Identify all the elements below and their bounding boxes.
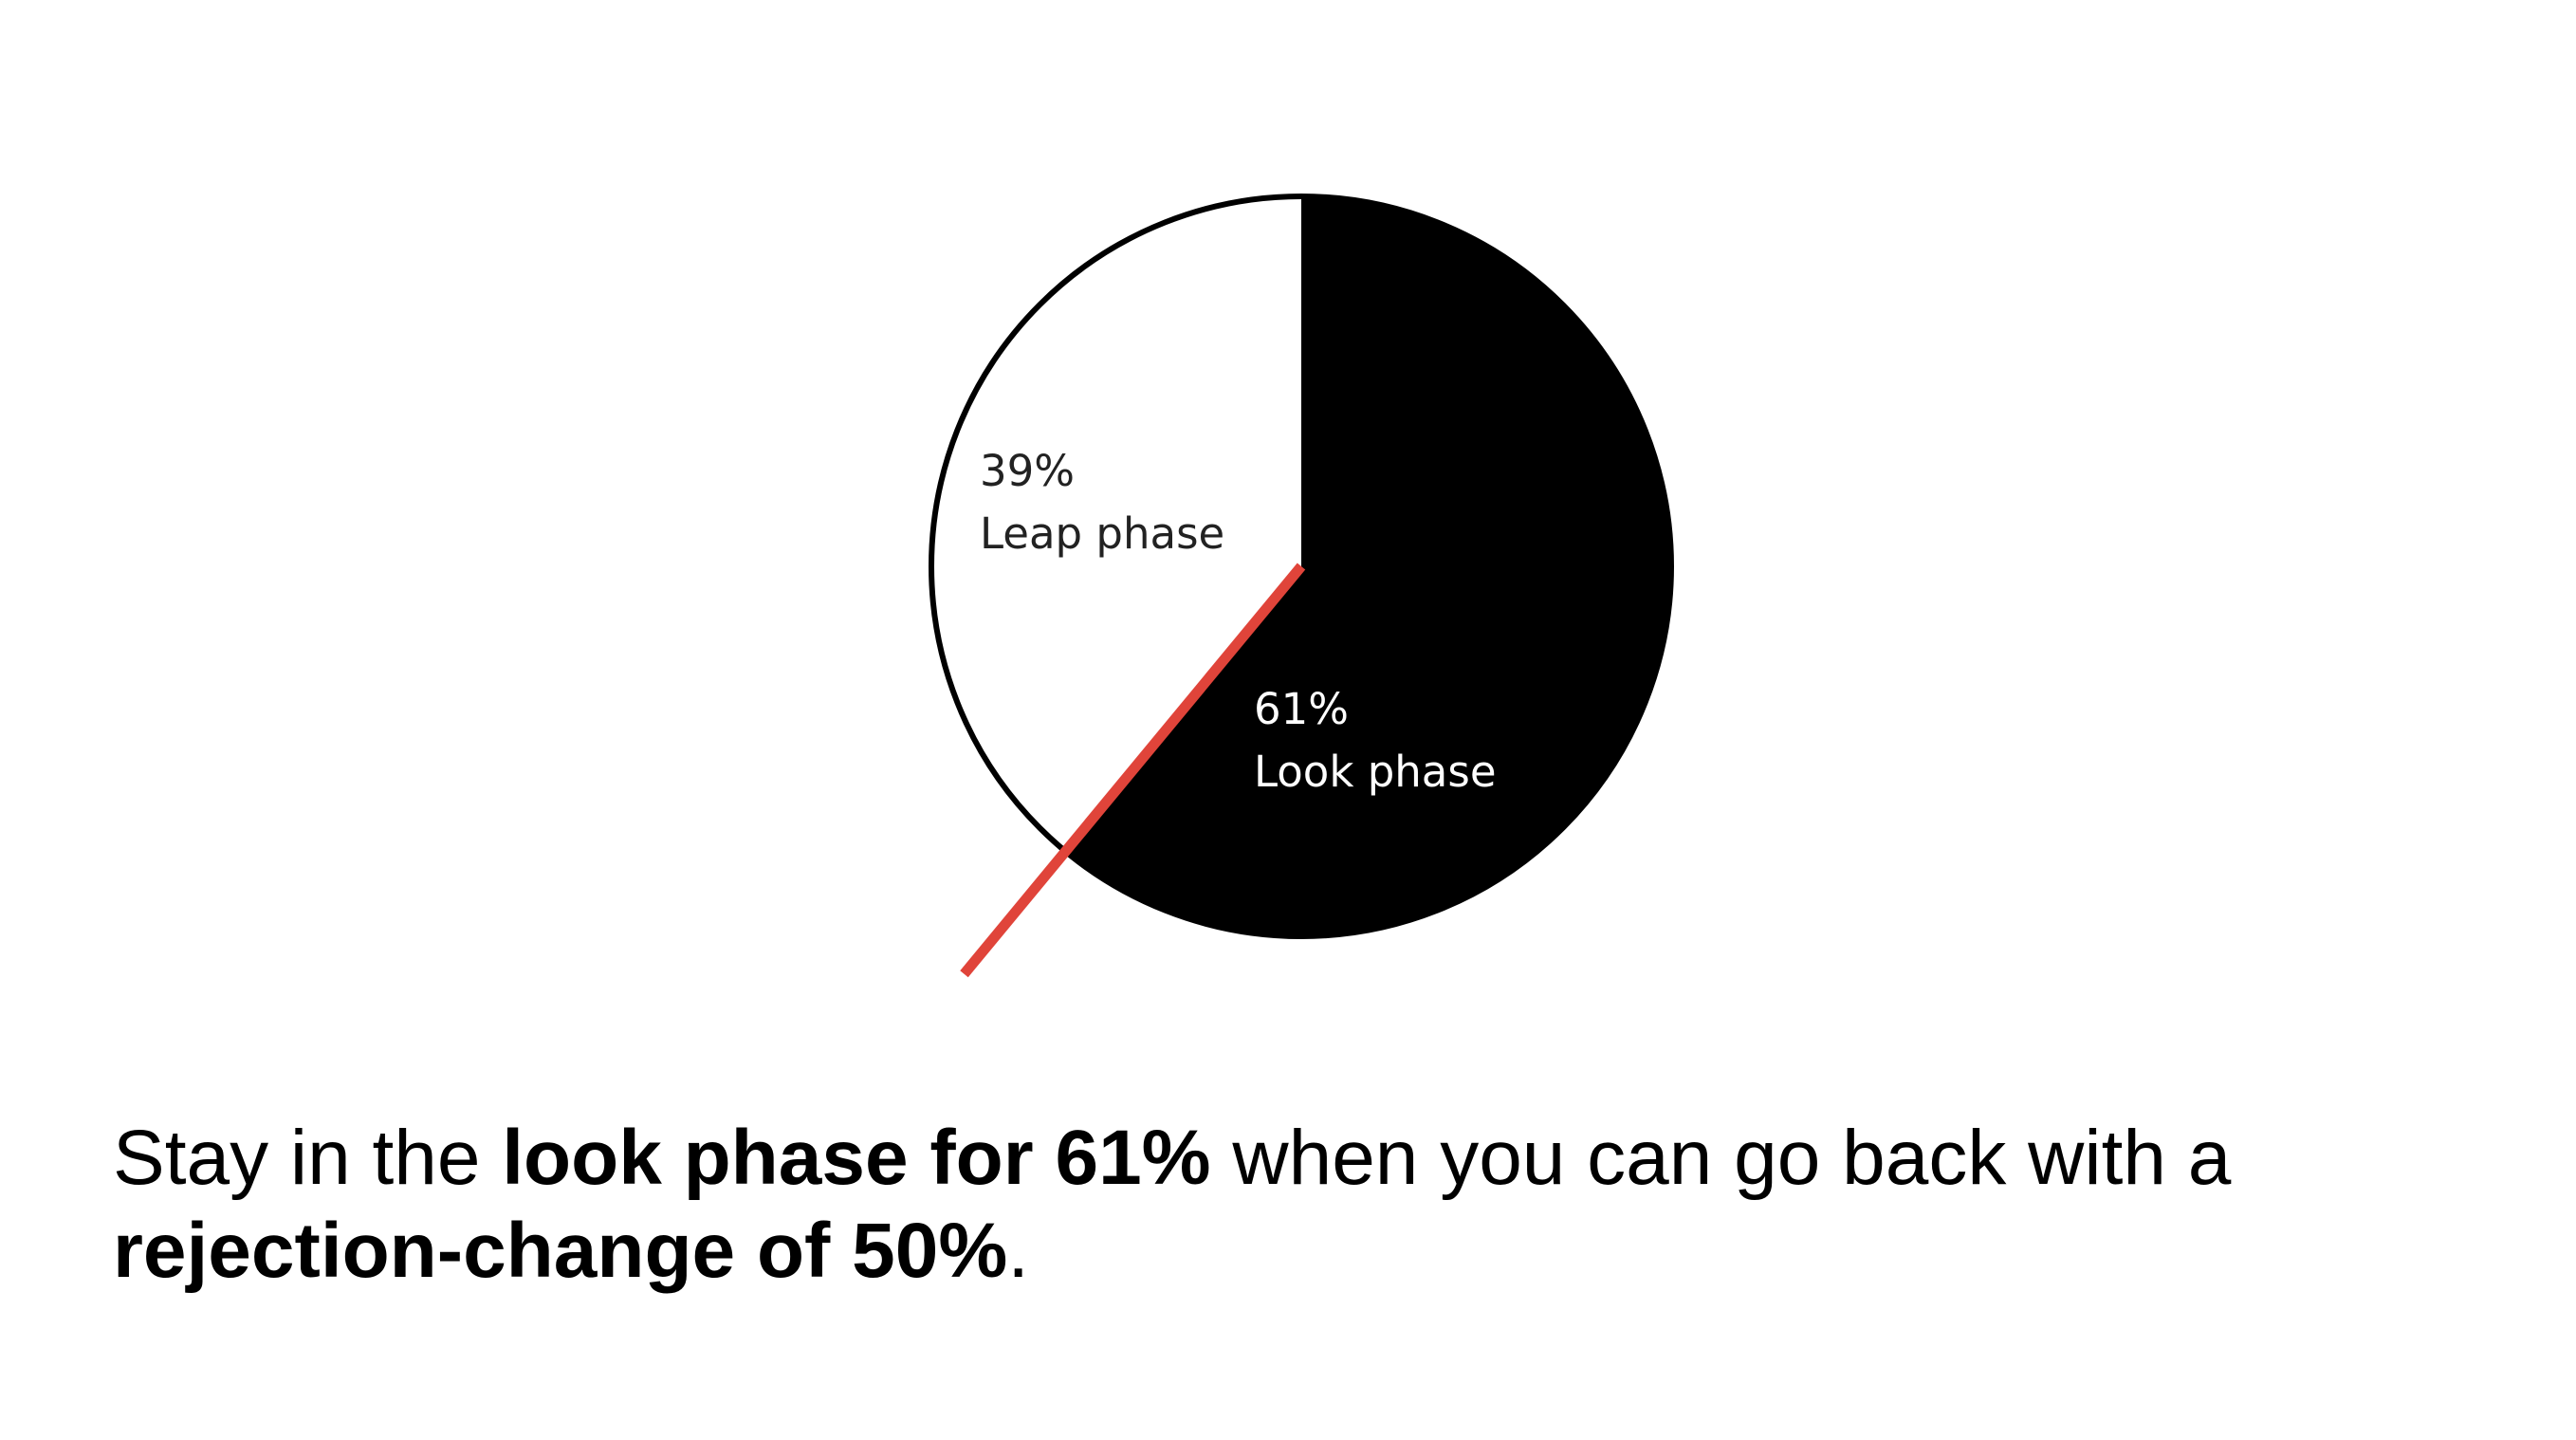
pie-outline: [929, 194, 1674, 939]
boundary-marker-line: [960, 563, 1306, 978]
caption-text-2: when you can go back with a: [1210, 1115, 2232, 1201]
pie-labels: 61% Look phase 39% Leap phase: [980, 446, 1497, 797]
slice-name-label: Leap phase: [980, 508, 1224, 559]
caption: Stay in the look phase for 61% when you …: [113, 1112, 2465, 1298]
caption-period: .: [1007, 1208, 1030, 1294]
caption-bold-rejection-change: rejection-change of 50%: [113, 1208, 1008, 1294]
pie-slice-look-phase: [1065, 196, 1671, 936]
pie-slice-leap-phase: [931, 196, 1301, 852]
slice-percent-label: 39%: [980, 446, 1075, 496]
slice-name-label: Look phase: [1254, 747, 1497, 797]
pie-slices: [931, 196, 1671, 936]
caption-text-1: Stay in the: [113, 1115, 503, 1201]
slice-percent-label: 61%: [1254, 684, 1349, 734]
caption-bold-look-phase: look phase for 61%: [502, 1115, 1211, 1201]
pie-chart: 61% Look phase 39% Leap phase: [929, 194, 1674, 978]
